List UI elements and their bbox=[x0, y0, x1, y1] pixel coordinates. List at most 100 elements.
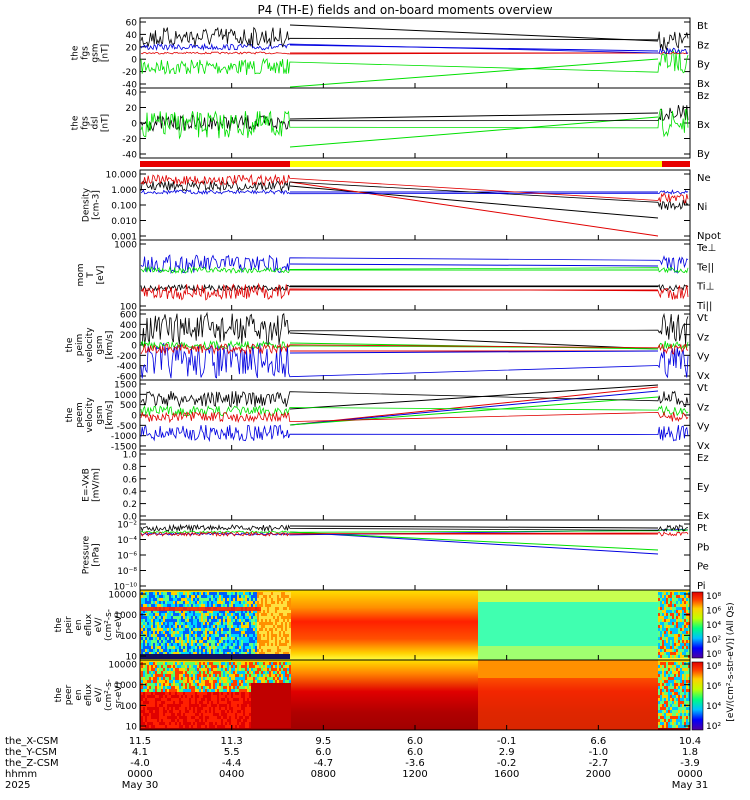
spectrogram-cell bbox=[271, 701, 273, 704]
spectrogram-cell bbox=[153, 601, 155, 604]
spectrogram-cell bbox=[235, 662, 237, 665]
panel-temp bbox=[139, 239, 691, 311]
spectrogram-cell bbox=[271, 689, 273, 692]
spectrogram-cell bbox=[145, 695, 147, 698]
spectrogram-cell bbox=[261, 595, 263, 598]
spectrogram-cell bbox=[211, 601, 213, 604]
spectrogram-cell bbox=[279, 686, 281, 689]
spectrogram-cell bbox=[275, 649, 277, 652]
spectrogram-cell bbox=[227, 616, 229, 619]
spectrogram-cell bbox=[672, 704, 674, 707]
spectrogram-cell bbox=[275, 692, 277, 695]
spectrogram-cell bbox=[253, 643, 255, 646]
spectrogram-cell bbox=[273, 637, 275, 640]
spectrogram-cell bbox=[191, 604, 193, 607]
spectrogram-cell bbox=[157, 677, 159, 680]
spectrogram-cell bbox=[247, 628, 249, 631]
spectrogram-cell bbox=[157, 713, 159, 716]
spectrogram-cell bbox=[157, 683, 159, 686]
spectrogram-cell bbox=[207, 598, 209, 601]
spectrogram-cell bbox=[668, 704, 670, 707]
spectrogram-cell bbox=[281, 704, 283, 707]
spectrogram-cell bbox=[149, 625, 151, 628]
spectrogram-cell bbox=[239, 634, 241, 637]
spectrogram-cell bbox=[257, 637, 259, 640]
spectrogram-cell bbox=[167, 722, 169, 725]
spectrogram-cell bbox=[215, 716, 217, 719]
spectrogram-cell bbox=[189, 628, 191, 631]
spectrogram-cell bbox=[281, 646, 283, 649]
spectrogram-cell bbox=[662, 640, 664, 643]
spectrogram-cell bbox=[660, 625, 662, 628]
spectrogram-cell bbox=[239, 683, 241, 686]
spectrogram-cell bbox=[187, 643, 189, 646]
spectrogram-cell bbox=[241, 680, 243, 683]
spectrogram-cell bbox=[213, 652, 215, 655]
spectrogram-cell bbox=[289, 631, 291, 634]
spectrogram-cell bbox=[165, 649, 167, 652]
spectrogram-cell bbox=[189, 610, 191, 613]
spectrogram-cell bbox=[211, 634, 213, 637]
spectrogram-cell bbox=[658, 698, 660, 701]
spectrogram-cell bbox=[215, 671, 217, 674]
spectrogram-cell bbox=[167, 680, 169, 683]
spectrogram-cell bbox=[235, 683, 237, 686]
spectrogram-cell bbox=[279, 592, 281, 595]
spectrogram-cell bbox=[247, 716, 249, 719]
spectrogram-cell bbox=[151, 719, 153, 722]
spectrogram-cell bbox=[151, 622, 153, 625]
spectrogram-cell bbox=[281, 592, 283, 595]
spectrogram-cell bbox=[233, 592, 235, 595]
spectrogram-cell bbox=[203, 683, 205, 686]
spectrogram-cell bbox=[221, 601, 223, 604]
spectrogram-cell bbox=[159, 616, 161, 619]
spectrogram-cell bbox=[271, 677, 273, 680]
spectrogram-cell bbox=[173, 677, 175, 680]
spectrogram-cell bbox=[193, 610, 195, 613]
spectrogram-cell bbox=[189, 613, 191, 616]
spectrogram-cell bbox=[221, 616, 223, 619]
spectrogram-cell bbox=[684, 668, 686, 671]
spectrogram-cell bbox=[289, 662, 291, 665]
spectrogram-cell bbox=[213, 698, 215, 701]
spectrogram-cell bbox=[145, 643, 147, 646]
spectrogram-cell bbox=[271, 710, 273, 713]
spectrogram-cell bbox=[662, 604, 664, 607]
spectrogram-cell bbox=[277, 604, 279, 607]
spectrogram-cell bbox=[680, 689, 682, 692]
spectrogram-cell bbox=[237, 643, 239, 646]
spectrogram-cell bbox=[217, 616, 219, 619]
spectrogram-cell bbox=[287, 713, 289, 716]
spectrogram-cell bbox=[243, 604, 245, 607]
spectrogram-cell bbox=[660, 643, 662, 646]
spectrogram-cell bbox=[686, 628, 688, 631]
spectrogram-cell bbox=[666, 619, 668, 622]
spectrogram-cell bbox=[201, 619, 203, 622]
spectrogram-cell bbox=[207, 695, 209, 698]
spectrogram-cell bbox=[688, 631, 690, 634]
spectrogram-cell bbox=[225, 701, 227, 704]
spectrogram-cell bbox=[155, 689, 157, 692]
spectrogram-cell bbox=[185, 595, 187, 598]
spectrogram-cell bbox=[147, 674, 149, 677]
spectrogram-cell bbox=[217, 640, 219, 643]
spectrogram-cell bbox=[157, 689, 159, 692]
spectrogram-cell bbox=[247, 713, 249, 716]
spectrogram-cell bbox=[271, 592, 273, 595]
spectrogram-cell bbox=[195, 692, 197, 695]
spectrogram-cell bbox=[197, 604, 199, 607]
spectrogram-cell bbox=[167, 716, 169, 719]
spectrogram-cell bbox=[680, 665, 682, 668]
spectrogram-cell bbox=[193, 689, 195, 692]
spectrogram-cell bbox=[145, 689, 147, 692]
spectrogram-cell bbox=[221, 707, 223, 710]
spectrogram-cell bbox=[666, 604, 668, 607]
spectrogram-cell bbox=[145, 674, 147, 677]
spectrogram-cell bbox=[676, 665, 678, 668]
spectrogram-cell bbox=[153, 680, 155, 683]
spectrogram-cell bbox=[179, 604, 181, 607]
spectrogram-cell bbox=[189, 710, 191, 713]
spectrogram-cell bbox=[261, 607, 263, 610]
spectrogram-cell bbox=[199, 616, 201, 619]
spectrogram-cell bbox=[279, 692, 281, 695]
